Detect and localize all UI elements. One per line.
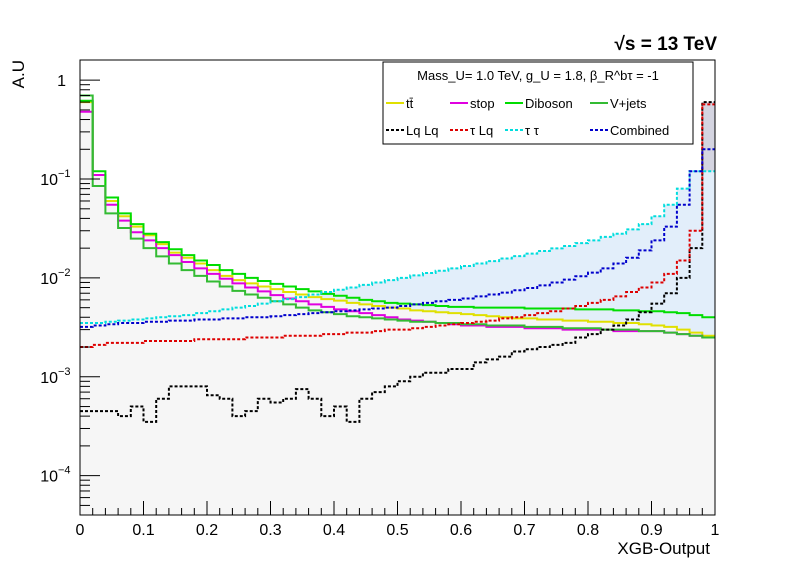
series-line-τ Lq	[80, 103, 715, 349]
series-line-stop	[80, 110, 715, 339]
y-tick-label: 1	[57, 73, 66, 90]
x-tick-label: 0.3	[259, 522, 281, 539]
x-tick-label: 0.9	[640, 522, 662, 539]
legend-label: Lq Lq	[406, 123, 439, 138]
y-tick-label: 10	[40, 370, 58, 387]
legend-label: Combined	[610, 123, 669, 138]
legend-label: Diboson	[525, 96, 573, 111]
legend-box	[382, 61, 694, 145]
y-tick-label: 10	[40, 469, 58, 486]
x-tick-label: 0.5	[386, 522, 408, 539]
energy-label: √s = 13 TeV	[615, 34, 718, 55]
x-tick-label: 0.2	[196, 522, 218, 539]
y-tick-exponent: −2	[58, 267, 71, 279]
x-tick-label: 0.7	[513, 522, 535, 539]
y-axis-label: A.U	[9, 60, 28, 88]
legend-title: Mass_U= 1.0 TeV, g_U = 1.8, β_R^bτ = -1	[417, 68, 659, 83]
y-tick-exponent: −4	[58, 465, 71, 477]
legend: Mass_U= 1.0 TeV, g_U = 1.8, β_R^bτ = -1t…	[382, 61, 694, 145]
legend-label: stop	[470, 96, 495, 111]
legend-label: τ τ	[525, 123, 540, 138]
legend-label: τ Lq	[470, 123, 493, 138]
series-line-τ τ	[80, 170, 715, 324]
x-tick-label: 0	[76, 522, 85, 539]
y-tick-label: 10	[40, 271, 58, 288]
x-tick-label: 0.6	[450, 522, 472, 539]
y-tick-exponent: −1	[58, 168, 71, 180]
x-tick-label: 0.1	[132, 522, 154, 539]
series-line-Diboson	[80, 99, 715, 319]
y-tick-exponent: −3	[58, 366, 71, 378]
x-tick-label: 0.4	[323, 522, 345, 539]
legend-label: V+jets	[610, 96, 647, 111]
series-line-Lq Lq	[80, 101, 715, 423]
y-tick-label: 10	[40, 172, 58, 189]
legend-label: tt̄	[406, 96, 414, 111]
x-tick-label: 1	[711, 522, 720, 539]
x-axis-label: XGB-Output	[617, 539, 710, 558]
series-line-V+jets	[80, 94, 715, 339]
x-tick-label: 0.8	[577, 522, 599, 539]
